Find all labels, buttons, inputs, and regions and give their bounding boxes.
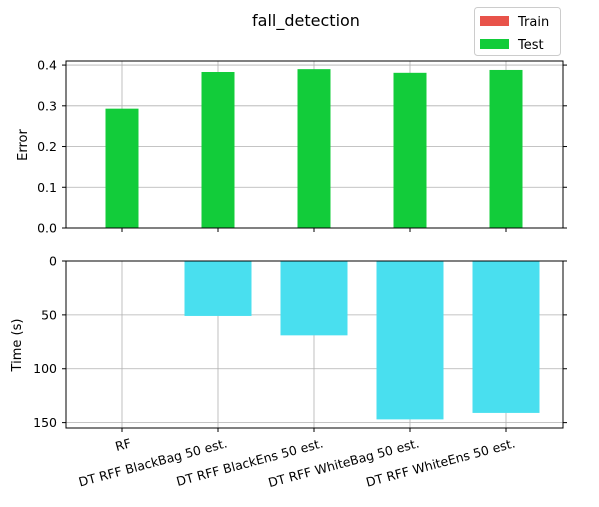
bottom-y-tick-label: 50 (41, 307, 57, 322)
bottom-y-ticks: 0 50 100 150 (33, 254, 567, 430)
test-error-bar (105, 108, 139, 228)
legend: Train Test (474, 7, 561, 56)
legend-label-train: Train (517, 15, 549, 30)
top-y-tick-label: 0.4 (37, 58, 57, 73)
test-error-bar (393, 72, 427, 228)
top-bars (105, 69, 523, 229)
bottom-bars (184, 261, 540, 420)
test-error-bar (297, 69, 331, 229)
top-y-tick-label: 0.3 (37, 98, 57, 113)
test-error-bar (201, 71, 235, 228)
legend-swatch-train (480, 16, 509, 26)
top-y-ticks: 0.0 0.1 0.2 0.3 0.4 (37, 58, 567, 236)
time-bar (376, 261, 444, 420)
time-bar (280, 261, 348, 336)
legend-swatch-test (480, 39, 509, 49)
time-bar (472, 261, 540, 413)
bottom-y-tick-label: 100 (33, 361, 57, 376)
top-y-tick-label: 0.2 (37, 139, 57, 154)
top-y-axis-label: Error (16, 129, 31, 161)
test-error-bar (489, 69, 523, 229)
x-tick-label: RF (114, 435, 133, 454)
top-y-tick-label: 0.0 (37, 221, 57, 236)
time-bar (184, 261, 252, 316)
bottom-y-axis-label: Time (s) (10, 319, 25, 373)
legend-label-test: Test (517, 38, 544, 53)
bottom-y-tick-label: 0 (49, 254, 57, 269)
chart-title: fall_detection (252, 11, 360, 31)
bottom-y-tick-label: 150 (33, 415, 57, 430)
top-y-tick-label: 0.1 (37, 180, 57, 195)
